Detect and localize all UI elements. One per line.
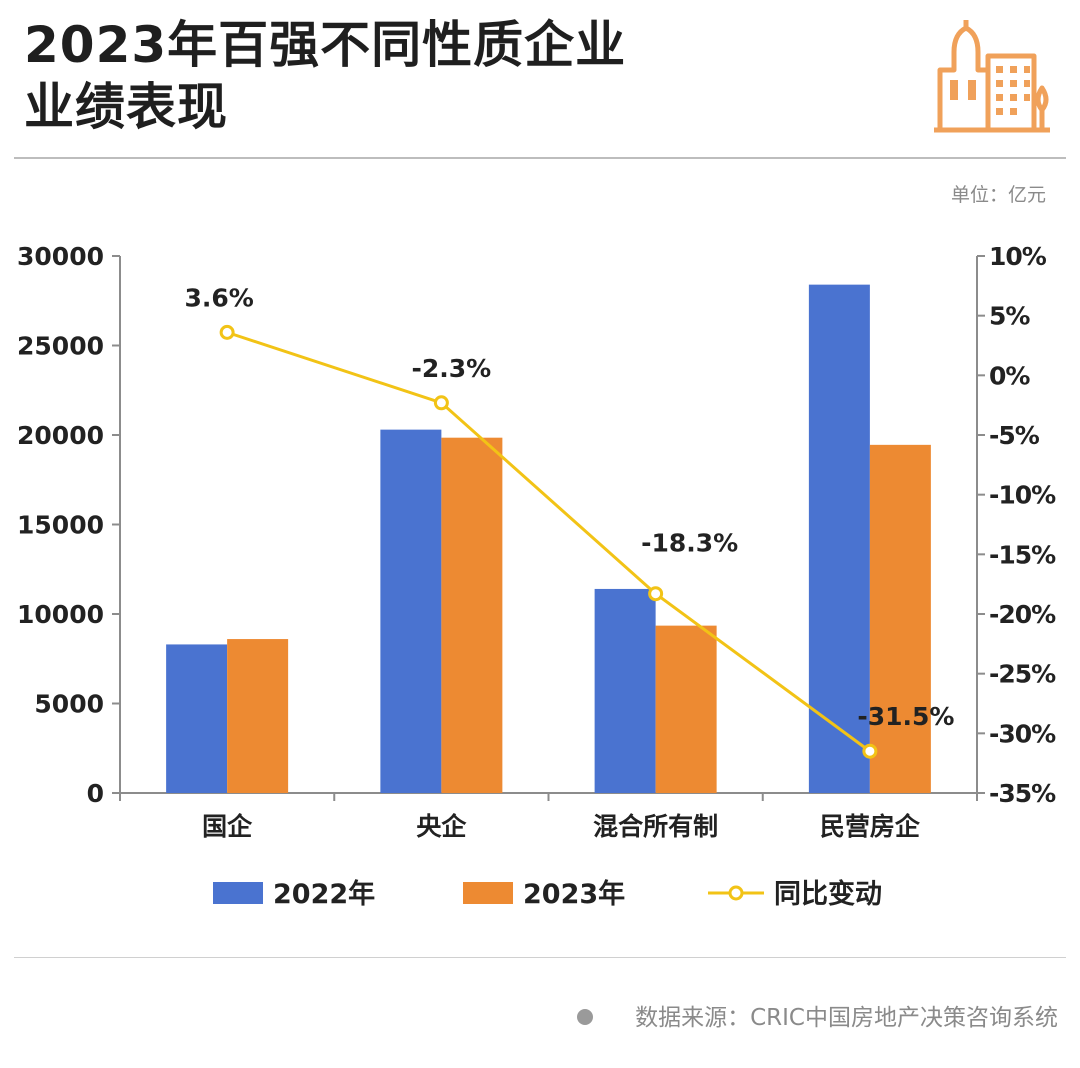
title-line-2: 业绩表现 bbox=[24, 78, 228, 136]
y-left-tick-label: 25000 bbox=[17, 332, 104, 361]
legend-swatch-2022 bbox=[213, 882, 263, 904]
data-source-text: 数据来源：CRIC中国房地产决策咨询系统 bbox=[635, 1005, 1058, 1031]
change-data-label: 3.6% bbox=[184, 283, 253, 312]
y-right-tick-label: 10% bbox=[989, 242, 1047, 271]
y-right-tick-label: -20% bbox=[989, 600, 1056, 629]
bar-2022-0 bbox=[166, 644, 228, 793]
y-right-tick-label: -35% bbox=[989, 779, 1056, 808]
bar-2023-1 bbox=[441, 437, 503, 793]
change-line bbox=[226, 330, 871, 753]
legend-swatch-2023 bbox=[463, 882, 513, 904]
chart-title: 2023年百强不同性质企业 业绩表现 bbox=[24, 14, 626, 138]
x-category-label: 民营房企 bbox=[820, 812, 921, 841]
title-line-1: 2023年百强不同性质企业 bbox=[24, 16, 627, 74]
change-point-2 bbox=[648, 586, 664, 602]
x-category-label: 混合所有制 bbox=[593, 812, 718, 841]
city-buildings-icon bbox=[934, 20, 1050, 133]
change-data-label: -31.5% bbox=[857, 702, 954, 731]
x-category-label: 国企 bbox=[202, 812, 253, 841]
change-data-label: -2.3% bbox=[412, 354, 492, 383]
y-left-tick-label: 15000 bbox=[17, 511, 104, 540]
x-category-label: 央企 bbox=[416, 812, 467, 841]
bar-2023-0 bbox=[227, 639, 289, 793]
header-divider bbox=[14, 157, 1066, 159]
change-data-label: -18.3% bbox=[641, 529, 738, 558]
change-point-3 bbox=[862, 743, 878, 759]
y-right-tick-label: 5% bbox=[989, 302, 1030, 331]
footer-divider bbox=[14, 957, 1066, 958]
y-left-tick-label: 30000 bbox=[17, 242, 104, 271]
y-right-tick-label: -10% bbox=[989, 481, 1056, 510]
bar-2022-3 bbox=[808, 284, 870, 793]
legend-label-change: 同比变动 bbox=[774, 878, 882, 910]
change-point-0 bbox=[219, 324, 235, 340]
y-right-tick-label: -5% bbox=[989, 421, 1040, 450]
y-right-tick-label: -15% bbox=[989, 540, 1056, 569]
y-left-tick-label: 10000 bbox=[17, 600, 104, 629]
y-left-tick-label: 5000 bbox=[34, 690, 104, 719]
bar-2023-3 bbox=[869, 444, 931, 793]
data-source: 数据来源：CRIC中国房地产决策咨询系统 bbox=[577, 998, 1058, 1032]
y-right-tick-label: -25% bbox=[989, 660, 1056, 689]
y-right-tick-label: -30% bbox=[989, 719, 1056, 748]
bar-2023-2 bbox=[655, 625, 717, 793]
y-left-tick-label: 20000 bbox=[17, 421, 104, 450]
legend-marker-change bbox=[728, 885, 744, 901]
legend-label-2023: 2023年 bbox=[523, 878, 625, 910]
bar-2022-2 bbox=[594, 588, 656, 793]
bar-2022-1 bbox=[380, 429, 442, 793]
y-left-tick-label: 0 bbox=[87, 779, 104, 808]
dot-icon bbox=[577, 1008, 594, 1025]
legend-label-2022: 2022年 bbox=[273, 878, 375, 910]
unit-label: 单位：亿元 bbox=[950, 184, 1046, 206]
y-right-tick-label: 0% bbox=[989, 361, 1030, 390]
change-point-1 bbox=[433, 395, 449, 411]
